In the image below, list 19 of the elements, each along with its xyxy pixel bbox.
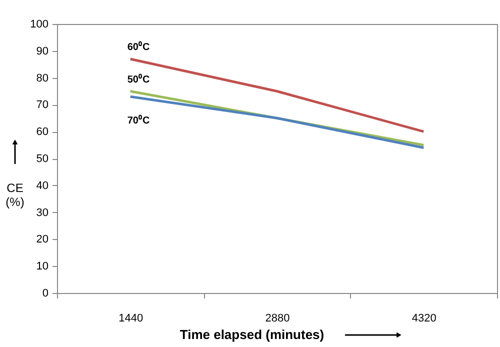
y-tick-label: 90 — [36, 45, 48, 58]
y-tick-label: 20 — [36, 234, 48, 246]
y-tick-label: 0 — [42, 288, 48, 300]
x-tick-label: 1440 — [118, 312, 144, 324]
x-axis-title: Time elapsed (minutes) — [180, 327, 324, 342]
series-label: 70⁰C — [127, 114, 150, 127]
x-tick-label: 4320 — [412, 312, 436, 324]
y-tick-label: 40 — [36, 180, 48, 192]
series-label: 50⁰C — [127, 73, 150, 86]
y-tick-label: 10 — [36, 260, 48, 273]
y-tick-label: 70 — [36, 99, 48, 112]
x-tick-label: 2880 — [265, 312, 290, 324]
y-tick-label: 30 — [36, 206, 48, 219]
y-tick-label: 100 — [30, 18, 48, 30]
series-label: 60⁰C — [127, 40, 150, 53]
y-tick-label: 60 — [36, 126, 48, 138]
y-tick-label: 50 — [36, 153, 48, 165]
y-tick-label: 80 — [36, 72, 48, 84]
y-axis-title: CE (%) — [6, 181, 24, 209]
